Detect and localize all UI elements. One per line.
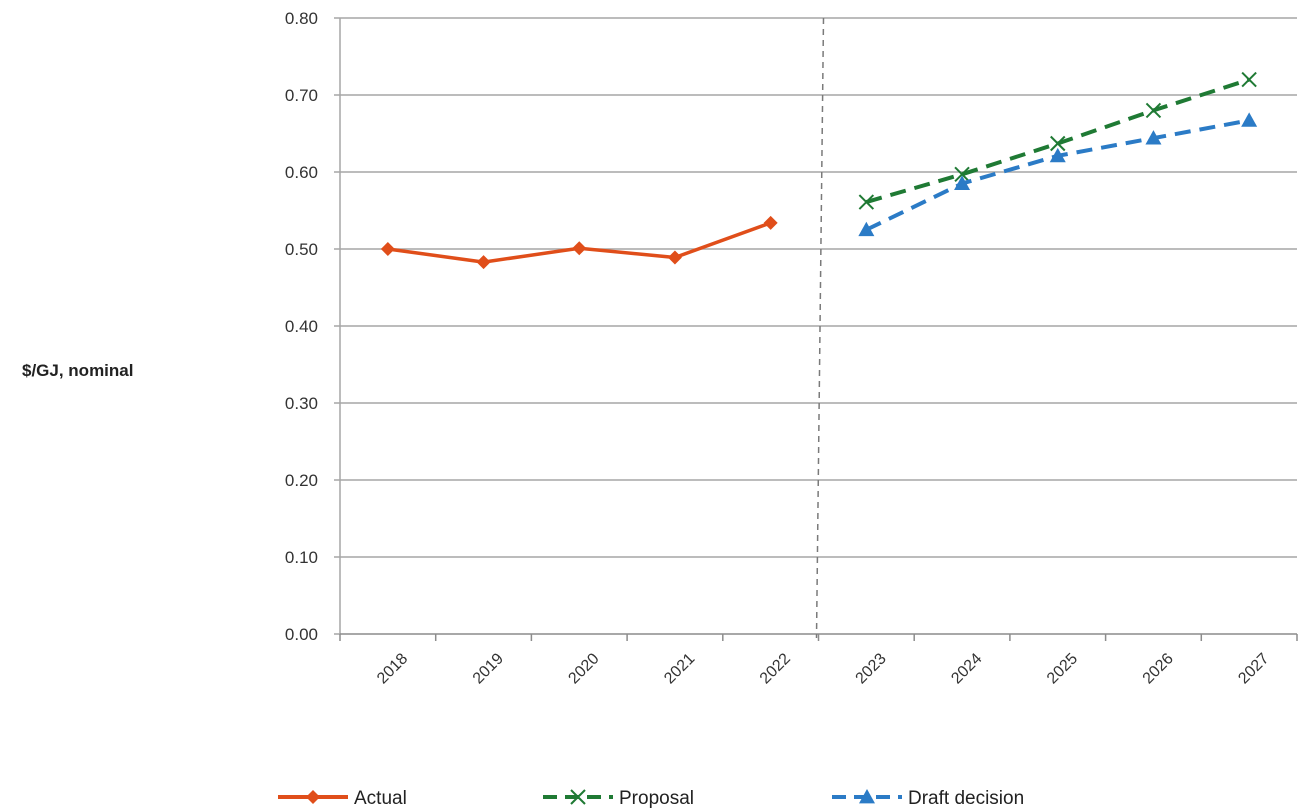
legend-marker: [570, 789, 586, 805]
axes: [334, 17, 1298, 641]
legend: Actual Proposal Draft decision: [278, 788, 1024, 809]
x-tick-label: 2018: [374, 650, 411, 687]
data-point-actual: [572, 241, 587, 256]
y-tick-label: 0.50: [285, 240, 318, 259]
legend-item-proposal: Proposal: [543, 788, 694, 809]
legend-item-draft-decision: Draft decision: [832, 788, 1024, 809]
data-point-draft-decision: [858, 221, 875, 237]
x-tick-label: 2019: [470, 650, 507, 687]
data-point-proposal: [1050, 135, 1066, 152]
legend-marker: [306, 790, 320, 804]
y-tick-label: 0.30: [285, 394, 318, 413]
period-divider: [815, 17, 825, 639]
series-line-proposal: [865, 77, 1250, 204]
y-tick-label: 0.40: [285, 317, 318, 336]
legend-label: Proposal: [619, 788, 694, 809]
data-point-proposal: [1241, 71, 1257, 88]
x-tick-label: 2023: [853, 650, 890, 687]
x-tick-label: 2027: [1235, 650, 1272, 687]
y-tick-label: 0.10: [285, 548, 318, 567]
series-line-draft-decision: [865, 118, 1250, 232]
x-tick-label: 2020: [565, 650, 602, 687]
data-point-actual: [667, 250, 682, 265]
x-tick-label: 2024: [948, 650, 985, 687]
data-point-draft-decision: [1049, 147, 1066, 163]
legend-marker: [859, 789, 875, 804]
data-point-draft-decision: [1145, 130, 1162, 145]
data-point-proposal: [1145, 102, 1162, 119]
y-tick-label: 0.60: [285, 163, 318, 182]
series-draft-decision: [858, 112, 1258, 237]
x-tick-label: 2025: [1044, 650, 1081, 687]
series-lines: [380, 71, 1258, 270]
legend-label: Draft decision: [908, 788, 1024, 809]
data-point-draft-decision: [1241, 112, 1258, 127]
data-point-actual: [380, 242, 395, 256]
y-tick-label: 0.80: [285, 9, 318, 28]
legend-item-actual: Actual: [278, 788, 407, 809]
x-tick-label: 2026: [1140, 650, 1177, 687]
data-point-proposal: [954, 166, 970, 183]
data-point-actual: [476, 255, 491, 270]
y-tick-label: 0.00: [285, 625, 318, 644]
series-proposal: [858, 71, 1257, 210]
x-tick-label: 2022: [757, 650, 794, 687]
y-axis-label: $/GJ, nominal: [22, 361, 133, 380]
data-point-proposal: [858, 194, 875, 210]
x-tick-label: 2021: [661, 650, 698, 687]
data-point-actual: [763, 215, 778, 230]
y-tick-label: 0.20: [285, 471, 318, 490]
y-tick-label: 0.70: [285, 86, 318, 105]
data-point-draft-decision: [954, 175, 971, 190]
gridlines: [340, 17, 1297, 558]
legend-label: Actual: [354, 788, 407, 809]
series-actual: [380, 215, 778, 270]
tick-labels: 0.00 0.10 0.20 0.30 0.40 0.50 0.60 0.70 0.80 2018…: [285, 9, 1273, 687]
